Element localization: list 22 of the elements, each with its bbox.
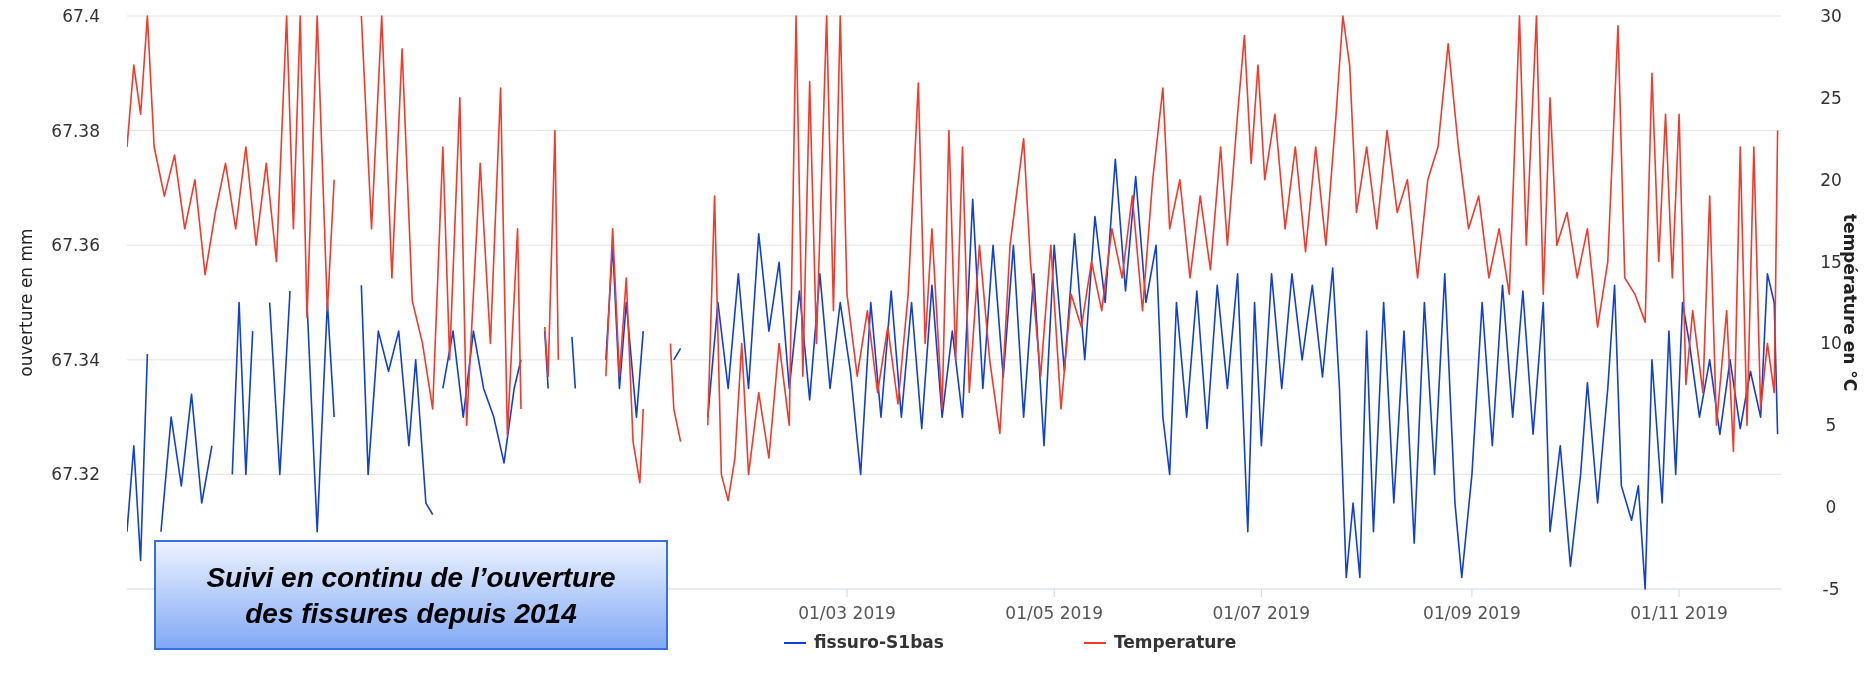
y-tick-label: 67.32 <box>51 464 100 485</box>
y2-tick-label: -5 <box>1822 579 1840 599</box>
y2-tick-label: 0 <box>1825 497 1837 518</box>
y2-axis-title: température en °C <box>1840 213 1860 392</box>
y-tick-label: 67.4 <box>62 6 100 26</box>
y2-tick-label: 25 <box>1820 87 1842 108</box>
y-tick-label: 67.34 <box>51 349 100 370</box>
x-tick-label: 01/05 2019 <box>1005 603 1104 623</box>
legend-label: fissuro-S1bas <box>814 632 944 652</box>
x-tick-label: 01/03 2019 <box>798 603 896 623</box>
y2-tick-label: 5 <box>1825 415 1837 436</box>
x-tick-label: 01/11 2019 <box>1630 603 1728 623</box>
y2-tick-label: 20 <box>1820 169 1842 190</box>
legend-label: Temperature <box>1114 632 1237 652</box>
y-tick-label: 67.38 <box>51 120 100 141</box>
y-axis-title: ouverture en mm <box>16 228 36 377</box>
annotation: Suivi en continu de l’ouverture des fissures depuis 2014 <box>206 562 616 629</box>
y-tick-label: 67.36 <box>51 235 100 256</box>
x-tick-label: 01/07 2019 <box>1212 603 1311 623</box>
y2-tick-label: 30 <box>1820 6 1842 26</box>
x-tick-label: 01/09 2019 <box>1423 603 1521 623</box>
y2-tick-label: 10 <box>1820 333 1842 354</box>
